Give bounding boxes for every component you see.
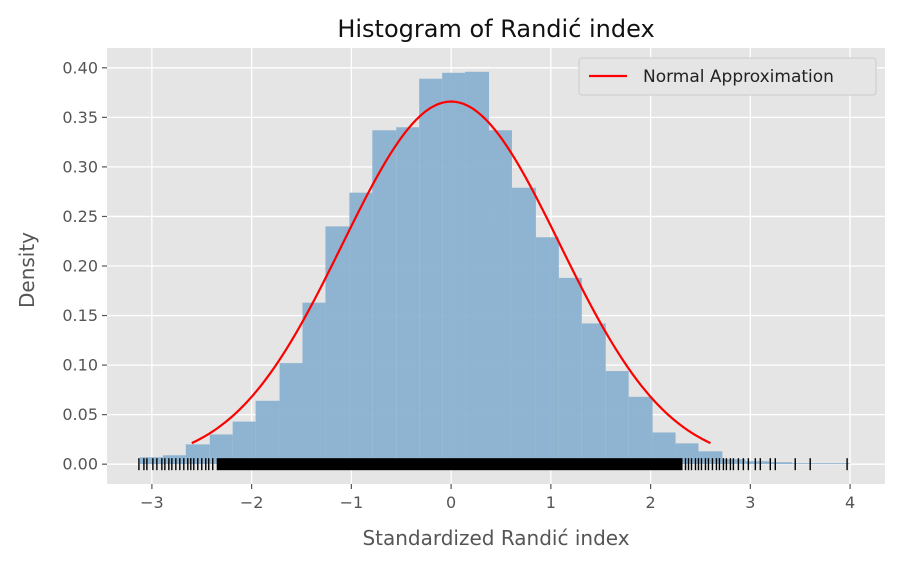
y-tick-label: 0.15 bbox=[62, 306, 98, 325]
histogram-bar bbox=[442, 72, 466, 465]
histogram-bar bbox=[511, 187, 536, 465]
histogram-bar bbox=[489, 130, 512, 465]
x-tick-label: −3 bbox=[140, 493, 164, 512]
histogram-bar bbox=[232, 421, 256, 465]
y-tick-label: 0.00 bbox=[62, 455, 98, 474]
histogram-bar bbox=[419, 78, 443, 465]
rug-dense-block bbox=[216, 458, 683, 471]
x-axis-label: Standardized Randić index bbox=[362, 526, 629, 550]
histogram-bar bbox=[652, 432, 676, 465]
histogram-bars bbox=[139, 71, 851, 465]
histogram-bar bbox=[558, 277, 582, 465]
histogram-bar bbox=[628, 396, 653, 465]
legend-box bbox=[578, 57, 877, 96]
x-tick-label: 3 bbox=[745, 493, 755, 512]
histogram-bar bbox=[349, 192, 373, 465]
histogram-bar bbox=[255, 400, 280, 465]
y-tick-label: 0.25 bbox=[62, 207, 98, 226]
y-axis-ticks: 0.00 0.05 0.10 0.15 0.20 0.25 0.30 0.35 0.40 bbox=[62, 58, 107, 474]
histogram-bar bbox=[745, 461, 770, 465]
y-tick-label: 0.40 bbox=[62, 58, 98, 77]
legend-label-normal: Normal Approximation bbox=[643, 67, 834, 87]
y-axis-label: Density bbox=[15, 232, 39, 308]
histogram-bar bbox=[302, 302, 326, 465]
y-tick-label: 0.30 bbox=[62, 157, 98, 176]
x-tick-label: −2 bbox=[240, 493, 264, 512]
histogram-bar bbox=[372, 130, 397, 465]
rug-plot bbox=[138, 458, 848, 471]
y-tick-label: 0.05 bbox=[62, 405, 98, 424]
histogram-bar bbox=[209, 434, 233, 465]
histogram-bar bbox=[325, 226, 350, 465]
histogram-bar bbox=[792, 463, 816, 465]
y-tick-label: 0.10 bbox=[62, 356, 98, 375]
histogram-bar bbox=[839, 463, 851, 465]
x-tick-label: 4 bbox=[845, 493, 855, 512]
x-tick-label: 1 bbox=[546, 493, 556, 512]
x-tick-label: 2 bbox=[646, 493, 656, 512]
histogram-bar bbox=[185, 444, 210, 465]
histogram-bar bbox=[396, 127, 420, 465]
histogram-bar bbox=[769, 462, 793, 465]
x-tick-label: 0 bbox=[446, 493, 456, 512]
histogram-bar bbox=[535, 237, 559, 465]
chart-title: Histogram of Randić index bbox=[337, 15, 654, 43]
histogram-bar bbox=[815, 463, 840, 465]
y-tick-label: 0.35 bbox=[62, 108, 98, 127]
histogram-bar bbox=[279, 363, 303, 465]
histogram-bar bbox=[162, 455, 186, 465]
normal-approximation-curve bbox=[191, 100, 711, 445]
x-tick-label: −1 bbox=[340, 493, 364, 512]
x-axis-ticks: −3 −2 −1 0 1 2 3 4 bbox=[140, 484, 855, 512]
legend: Normal Approximation bbox=[578, 57, 877, 96]
histogram-bar bbox=[465, 71, 490, 465]
histogram-bar bbox=[139, 457, 163, 465]
histogram-bar bbox=[581, 323, 606, 465]
histogram-bar bbox=[605, 371, 629, 465]
y-tick-label: 0.20 bbox=[62, 257, 98, 276]
